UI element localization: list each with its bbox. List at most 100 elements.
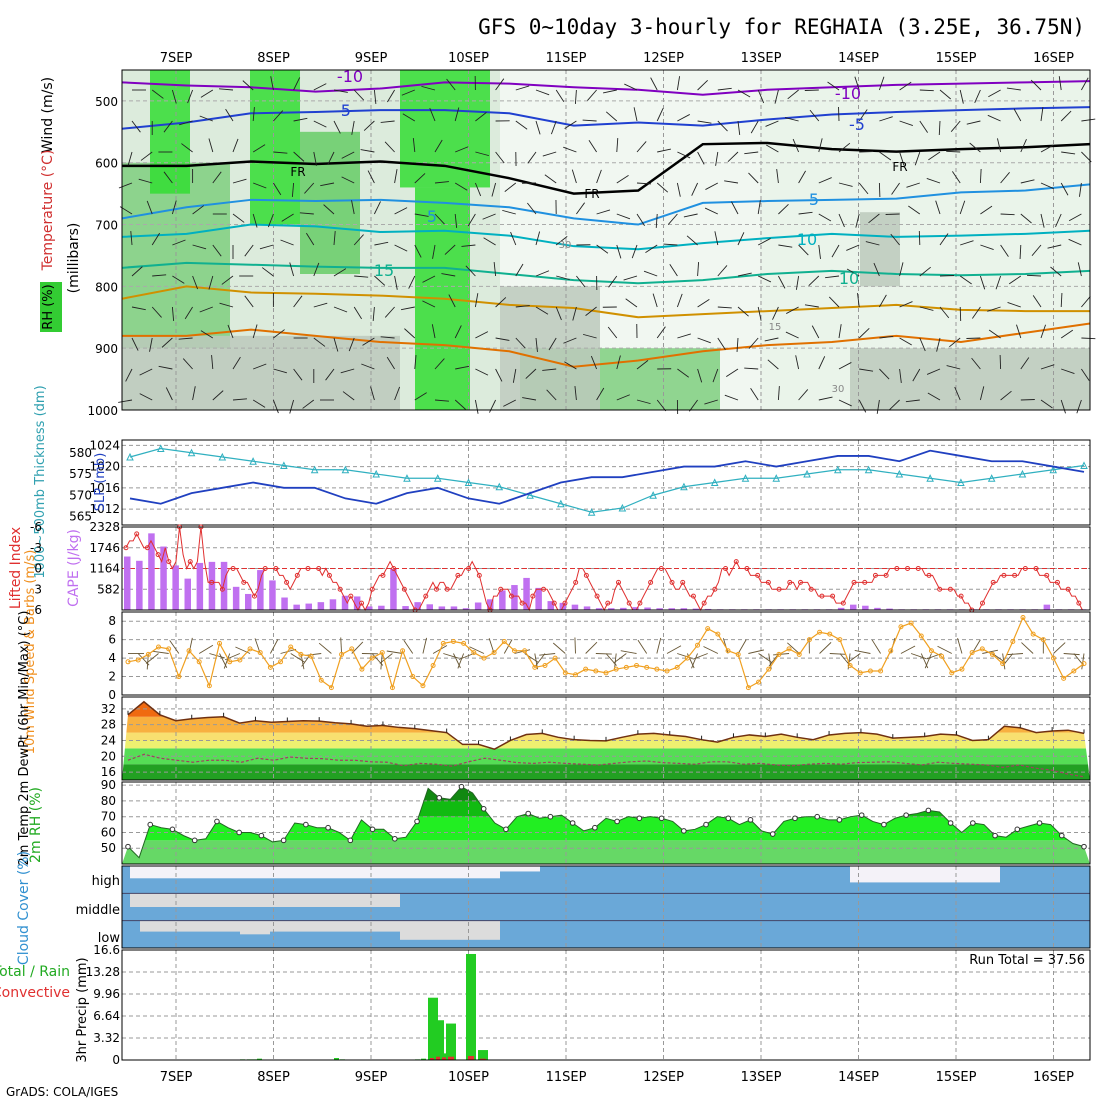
rh-shade — [860, 212, 900, 287]
wind-barb-10m — [637, 639, 648, 654]
precip-total-bar — [434, 1020, 444, 1060]
rh-legend-swatch — [40, 282, 62, 332]
date-label-top: 12SEP — [643, 51, 684, 66]
wind-barb — [809, 109, 820, 122]
wind-barb — [596, 169, 602, 184]
wind-speed-point — [267, 664, 273, 670]
date-axis-top: 7SEP 8SEP 9SEP 10SEP 11SEP 12SEP 13SEP 14SEP 15S… — [160, 51, 1074, 66]
wind-barb — [960, 240, 974, 246]
wind-speed-point — [928, 648, 934, 654]
wind-barb — [454, 213, 458, 228]
wind-barb — [475, 151, 490, 157]
wind-barb — [798, 244, 809, 256]
date-label-top: 11SEP — [546, 51, 587, 66]
wind-barb — [758, 275, 772, 283]
li-point — [455, 572, 461, 578]
wind-barb — [636, 360, 649, 370]
wind-speed-point — [684, 655, 690, 661]
wind-barb — [608, 275, 618, 288]
rh-point — [881, 821, 887, 828]
contour-label: 10 — [797, 230, 817, 249]
wind-barb-10m — [318, 642, 332, 654]
wind-barb — [636, 141, 647, 153]
li-point — [894, 566, 900, 571]
wind-tick-label: 6 — [108, 633, 116, 647]
wind-speed-point — [1071, 668, 1077, 674]
cape-bar — [523, 577, 530, 610]
wind-barb — [414, 213, 429, 217]
wind-barb — [172, 239, 186, 246]
wind-speed-point — [278, 659, 284, 665]
thickness-point — [1049, 465, 1058, 474]
precip-tick-label: 13.28 — [86, 965, 120, 979]
wind-barb — [171, 200, 177, 215]
wind-speed-point — [613, 666, 619, 672]
wind-barb — [798, 389, 809, 401]
wind-barb-10m — [514, 649, 531, 654]
li-point — [1001, 572, 1007, 578]
wind-barb — [131, 120, 141, 133]
wind-barb — [1040, 182, 1054, 190]
wind-barb — [475, 112, 487, 122]
li-point — [251, 593, 257, 599]
thickness-point — [557, 499, 565, 508]
li-point — [915, 566, 921, 571]
wind-barb — [757, 89, 765, 104]
wind-barb — [493, 262, 497, 277]
wind-barb — [784, 117, 799, 122]
wind-barb — [879, 294, 887, 308]
li-point — [209, 579, 215, 585]
wind-barb — [515, 120, 528, 130]
rh-point — [858, 812, 865, 818]
wind-barb — [971, 357, 981, 370]
wind-barb — [302, 399, 315, 409]
wind-barb — [1060, 292, 1063, 308]
wind-barb — [787, 89, 799, 100]
thickness-line — [129, 447, 1085, 513]
ylabel-rh2m: 2m RH (%) — [28, 787, 44, 863]
wind-speed-point — [603, 670, 609, 676]
wind-barb — [795, 355, 800, 370]
wind-barb — [717, 265, 728, 277]
wind-barb — [270, 76, 274, 91]
date-label-bottom: 10SEP — [448, 1070, 489, 1085]
rh-point — [414, 818, 420, 825]
wind-speed-point — [542, 662, 548, 668]
thickness-point — [126, 452, 134, 461]
cloud-clear — [400, 920, 500, 940]
wind-barb — [1061, 151, 1076, 155]
wind-barb — [818, 177, 832, 184]
precip-total-bar — [446, 1023, 456, 1060]
wind-barb-10m — [457, 653, 465, 669]
wind-barb — [1060, 110, 1072, 122]
wind-barb — [1060, 182, 1069, 196]
cape-bar — [414, 602, 421, 610]
wind-barb — [414, 173, 426, 184]
wind-barb — [677, 151, 691, 159]
li-point — [433, 586, 439, 592]
wind-speed-point — [186, 648, 192, 654]
wind-speed-point — [308, 653, 314, 659]
wind-barb — [899, 120, 913, 126]
li-point — [1044, 572, 1050, 578]
contour-label: FR — [584, 187, 599, 201]
wind-barb — [616, 174, 629, 184]
li-point — [155, 552, 161, 558]
legend-total-rain: Total / Rain — [0, 964, 70, 980]
wind-speed-point — [634, 662, 640, 668]
wind-barb — [474, 182, 482, 197]
wind-barb — [320, 182, 335, 187]
date-axis-bottom: 7SEP 8SEP 9SEP 10SEP 11SEP 12SEP 13SEP 14SEP 15S… — [160, 1070, 1074, 1085]
li-point — [744, 566, 750, 571]
date-label-bottom: 16SEP — [1033, 1070, 1074, 1085]
wind-speed-point — [522, 648, 528, 654]
wind-barb — [1055, 213, 1062, 227]
pressure-tick-label: 1000 — [87, 404, 118, 418]
wind-barb — [854, 76, 860, 91]
wind-barb — [495, 78, 505, 91]
cape-bar — [450, 606, 458, 610]
wind-barb — [465, 265, 476, 277]
wind-barb — [333, 268, 347, 277]
precip-total-bar — [257, 1058, 262, 1060]
slp-tick-label: 1020 — [89, 460, 120, 474]
